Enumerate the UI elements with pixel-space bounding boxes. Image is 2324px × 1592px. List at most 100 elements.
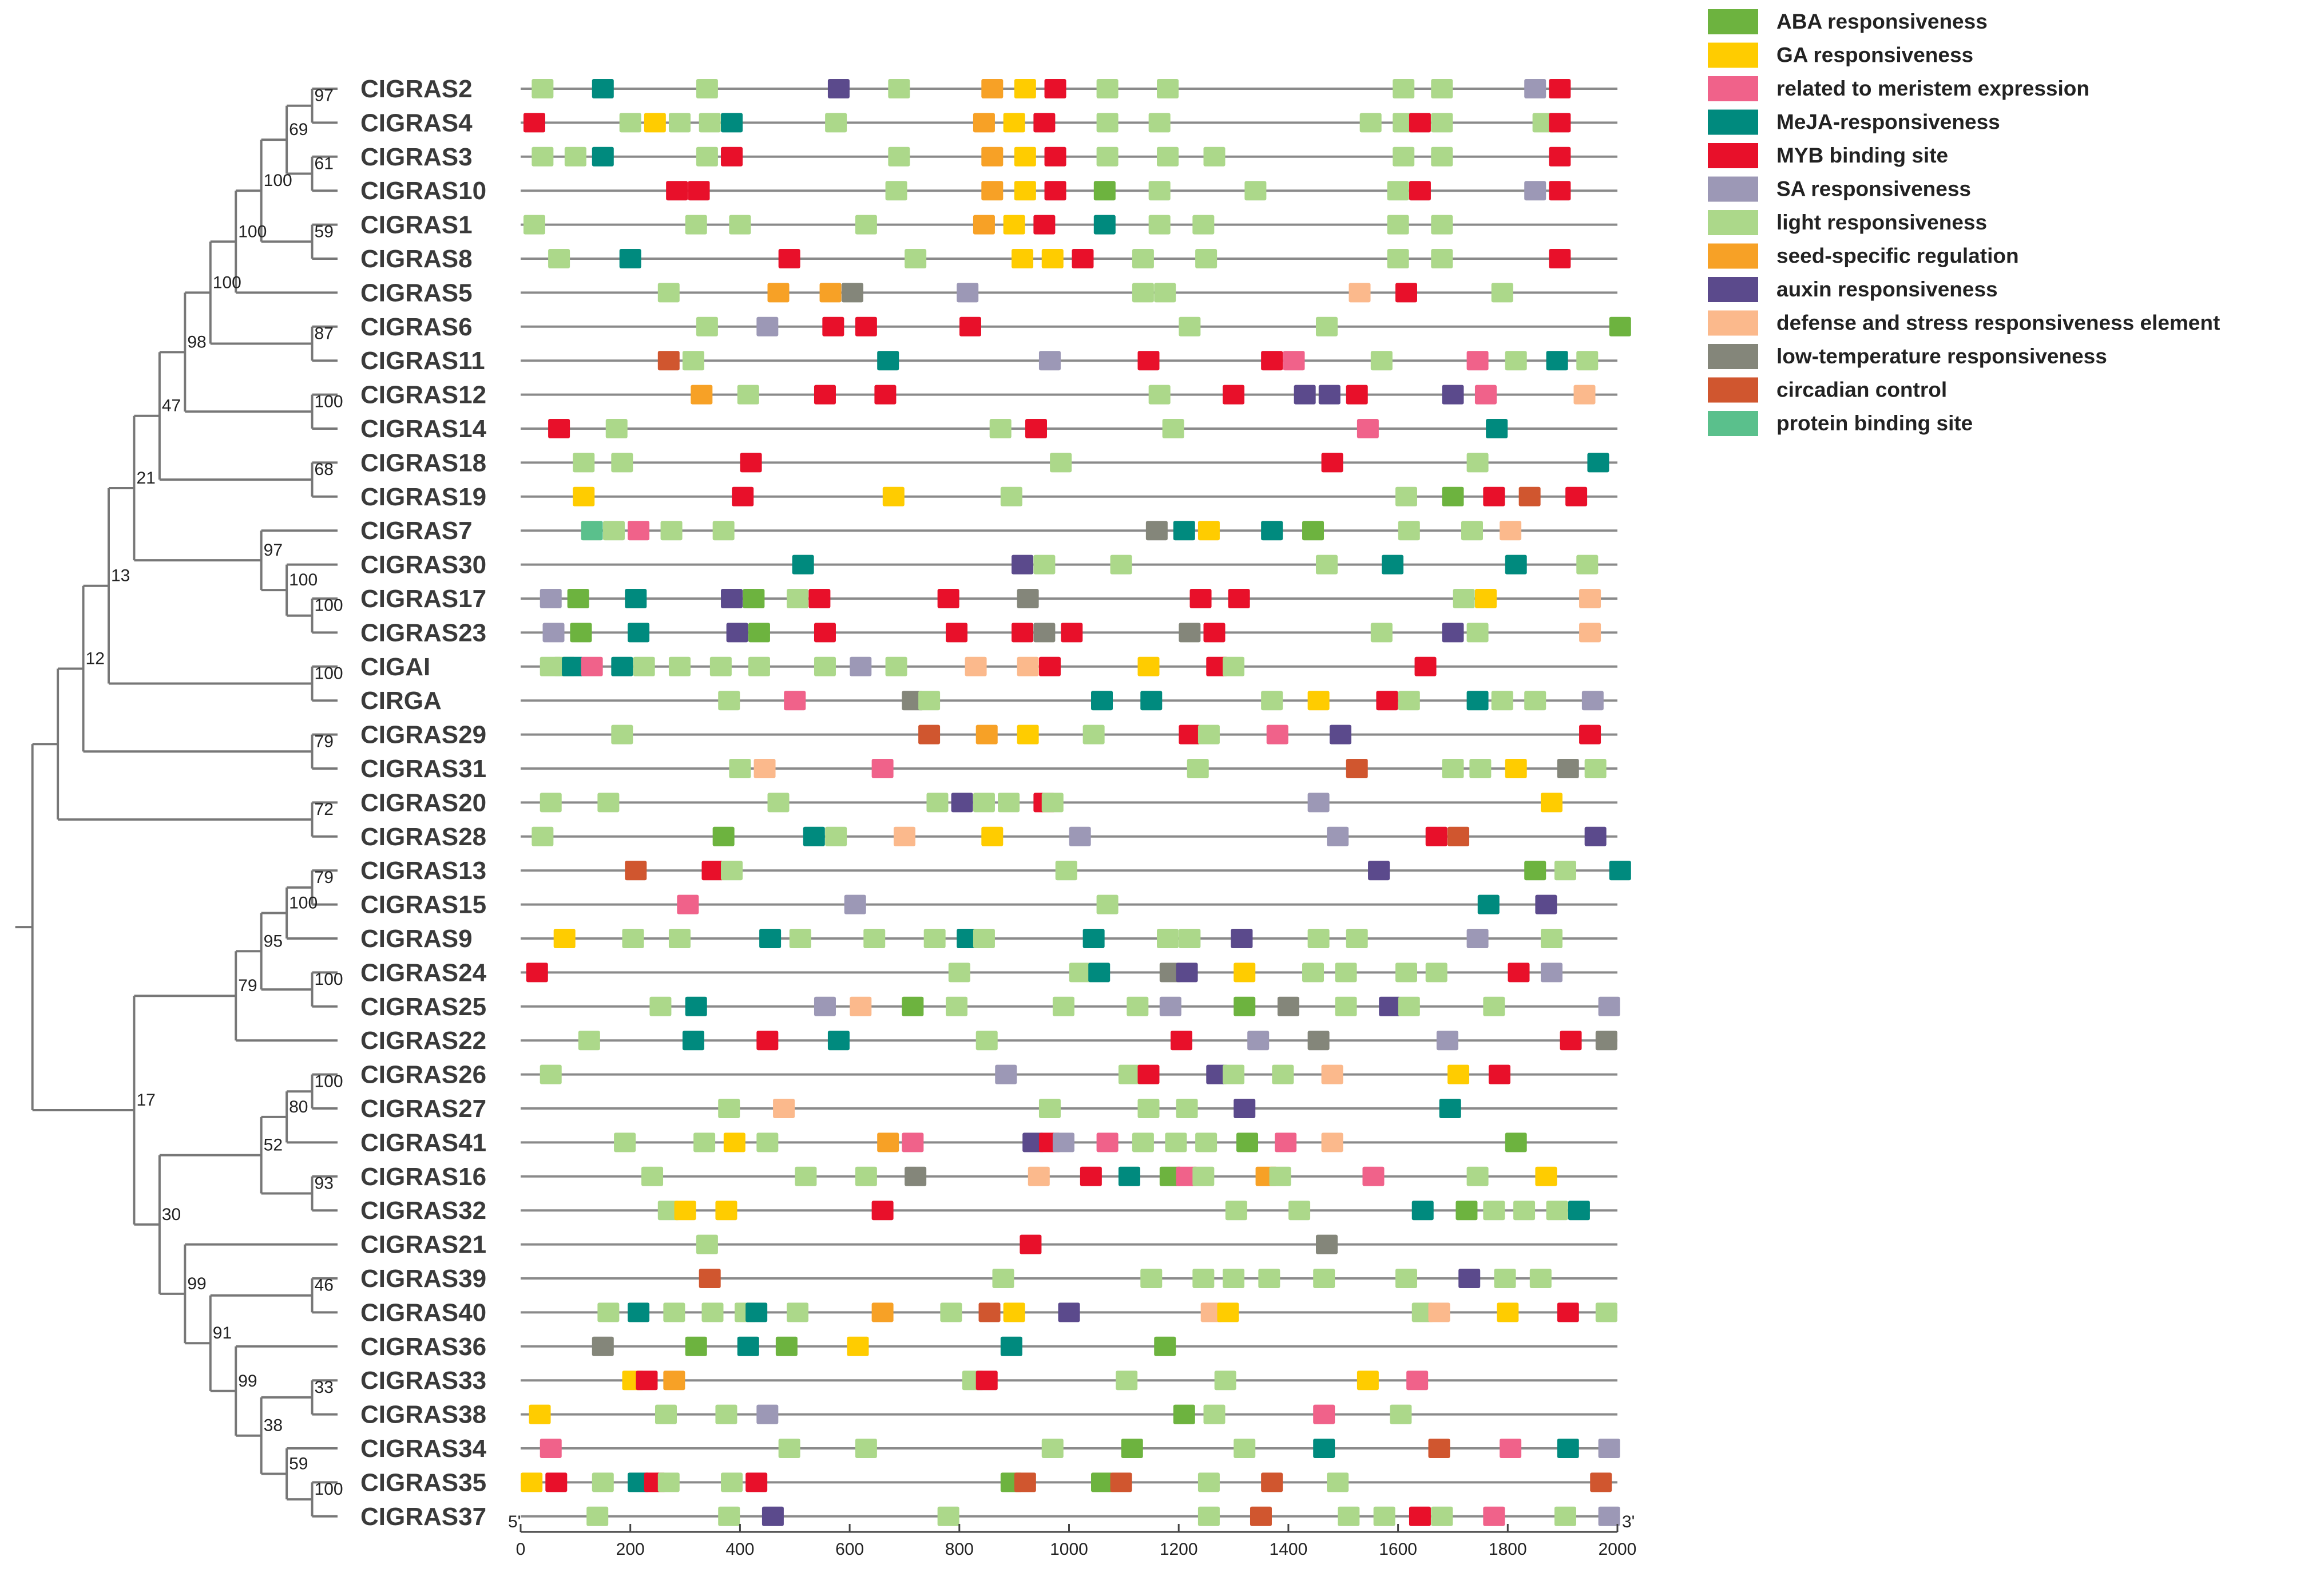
motif-light <box>1197 1506 1220 1526</box>
motif-meja <box>619 249 641 268</box>
motif-ga <box>1357 1371 1379 1391</box>
motif-myb <box>1044 146 1066 167</box>
motif-light <box>1033 555 1056 575</box>
bootstrap-value: 100 <box>315 970 343 989</box>
motif-light <box>926 793 949 813</box>
motif-light <box>1127 996 1149 1016</box>
motif-light <box>709 656 732 676</box>
legend-swatch <box>1708 344 1758 369</box>
motif-light <box>660 521 683 541</box>
motif-ga <box>1234 963 1256 983</box>
motif-light <box>1052 996 1074 1016</box>
motif-seed <box>981 181 1004 201</box>
motif-ga <box>715 1201 737 1221</box>
motif-mer <box>1500 1439 1522 1458</box>
motif-def <box>1321 1132 1343 1153</box>
motif-meja <box>1140 691 1163 711</box>
motif-light <box>1038 1099 1061 1118</box>
motif-meja <box>1082 929 1105 948</box>
legend-label: GA responsiveness <box>1776 43 1973 67</box>
motif-light <box>611 453 633 473</box>
motif-myb <box>1061 623 1083 643</box>
motif-myb <box>1409 113 1431 133</box>
motif-ga <box>1447 1064 1470 1084</box>
bootstrap-value: 98 <box>187 332 206 351</box>
legend-item: GA responsiveness <box>1708 42 1973 68</box>
motif-light <box>1546 1201 1568 1221</box>
motif-light <box>905 249 927 268</box>
legend-item: MeJA-responsiveness <box>1708 109 2000 135</box>
motif-myb <box>808 589 831 608</box>
motif-myb <box>740 453 762 473</box>
motif-meja <box>1546 351 1568 371</box>
motif-aux <box>1584 826 1607 846</box>
motif-low <box>1315 1234 1338 1254</box>
motif-light <box>1165 1132 1187 1153</box>
motif-light <box>611 724 633 744</box>
motif-light <box>693 1132 716 1153</box>
gene-row <box>521 861 1631 881</box>
motif-light <box>597 1302 620 1322</box>
gene-label: CIGRAS39 <box>360 1265 486 1293</box>
motif-light <box>712 521 735 541</box>
gene-label: CIGRAS5 <box>360 279 473 307</box>
bootstrap-value: 46 <box>315 1276 334 1295</box>
legend-swatch <box>1708 42 1758 68</box>
motif-myb <box>666 181 688 201</box>
motif-seed <box>981 79 1004 98</box>
motif-circ <box>699 1269 721 1288</box>
motif-sa <box>1052 1132 1074 1153</box>
motif-light <box>1203 146 1226 167</box>
motif-light <box>1494 1269 1516 1288</box>
motif-meja <box>1091 691 1113 711</box>
bootstrap-value: 61 <box>315 155 334 173</box>
motif-low <box>1557 759 1579 778</box>
motif-meja <box>592 146 614 167</box>
motif-light <box>523 215 545 235</box>
bootstrap-value: 100 <box>238 222 267 241</box>
motif-light <box>1431 146 1453 167</box>
motif-ga <box>1014 79 1036 98</box>
motif-myb <box>1038 656 1061 676</box>
bootstrap-value: 91 <box>213 1324 232 1342</box>
gene-label: CIGRAS14 <box>360 415 487 443</box>
legend-label: protein binding site <box>1776 411 1973 435</box>
motif-sa <box>850 656 872 676</box>
motif-light <box>1234 1439 1256 1458</box>
motif-myb <box>1203 623 1226 643</box>
motif-ga <box>723 1132 745 1153</box>
motif-myb <box>778 249 800 268</box>
gene-row <box>521 1371 1617 1391</box>
motif-myb <box>1579 724 1601 744</box>
bootstrap-value: 30 <box>162 1205 181 1224</box>
motif-light <box>1187 759 1209 778</box>
motif-ga <box>521 1472 543 1492</box>
motif-meja <box>1000 1336 1022 1356</box>
motif-myb <box>756 1031 779 1051</box>
motif-sa <box>1159 996 1181 1016</box>
motif-myb <box>1137 351 1160 371</box>
legend-item: MYB binding site <box>1708 143 1948 168</box>
motif-aba <box>685 1336 707 1356</box>
motif-light <box>1390 1404 1412 1424</box>
motif-light <box>1370 623 1393 643</box>
motif-light <box>1197 1472 1220 1492</box>
motif-sa <box>1069 826 1091 846</box>
gene-label: CIGRAS21 <box>360 1231 486 1259</box>
motif-light <box>789 929 811 948</box>
motif-myb <box>1179 724 1201 744</box>
motif-aux <box>1022 1132 1045 1153</box>
legend-item: defense and stress responsiveness elemen… <box>1708 310 2220 336</box>
motif-ga <box>1041 249 1064 268</box>
motif-circ <box>625 861 647 881</box>
three-prime-label: 3' <box>1622 1512 1635 1531</box>
legend-label: MeJA-responsiveness <box>1776 110 2000 134</box>
motif-myb <box>1483 486 1505 506</box>
motif-aux <box>827 79 850 98</box>
motif-light <box>1272 1064 1294 1084</box>
motif-myb <box>1044 181 1066 201</box>
motif-aba <box>1609 316 1631 336</box>
motif-meja <box>1313 1439 1335 1458</box>
motif-light <box>718 1099 740 1118</box>
motif-myb <box>523 113 545 133</box>
